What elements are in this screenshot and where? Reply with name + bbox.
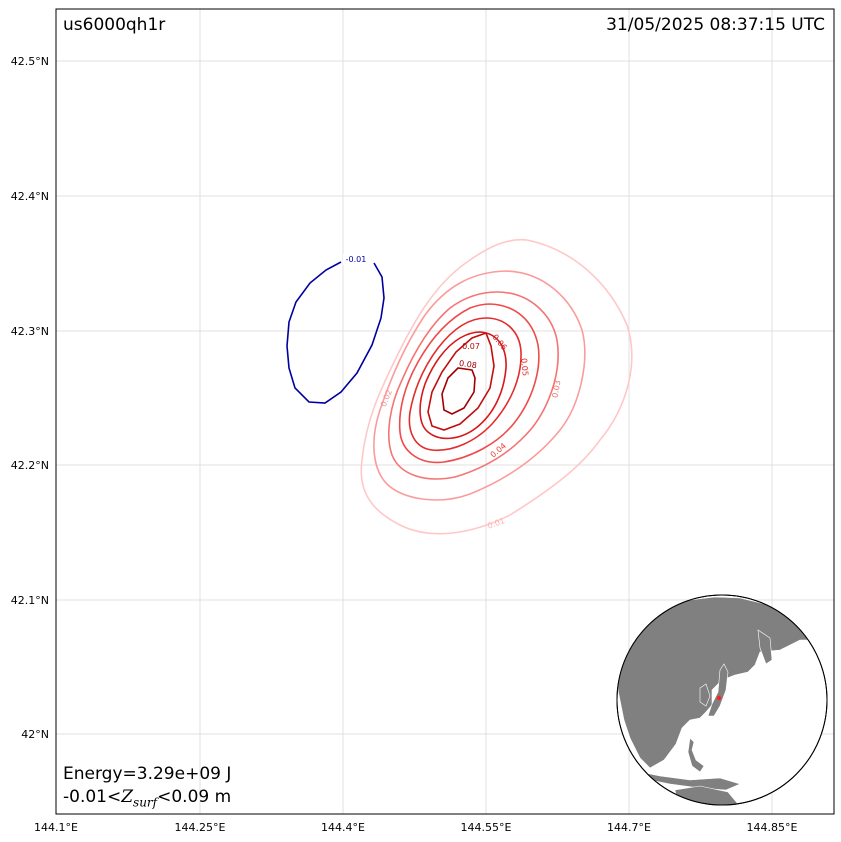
range-subscript: surf	[133, 795, 158, 810]
contour-label-neg-001: -0.01	[346, 255, 367, 264]
contour-label-005: 0.05	[519, 358, 530, 377]
globe-inset	[616, 594, 828, 806]
contour-007	[427, 332, 495, 431]
contour-label-008: 0.08	[458, 359, 477, 370]
contour-006	[419, 331, 507, 440]
range-suffix: <0.09 m	[157, 787, 232, 807]
plot-frame	[55, 8, 835, 815]
range-variable: Z	[121, 787, 134, 807]
lon-tick-3: 144.4°E	[321, 821, 365, 834]
contour-001	[360, 238, 633, 535]
kamchatka	[757, 629, 773, 665]
event-id: us6000qh1r	[63, 15, 166, 35]
contour-003	[388, 291, 559, 480]
lon-tick-6: 144.85°E	[747, 821, 798, 834]
contour-004	[398, 303, 540, 464]
lat-tick-2: 42.4°N	[11, 190, 49, 203]
japan-islands	[707, 663, 729, 717]
lon-tick-4: 144.55°E	[461, 821, 512, 834]
energy-readout: Energy=3.29e+09 J	[63, 764, 232, 784]
epicenter-marker	[716, 695, 722, 701]
lon-tick-2: 144.25°E	[175, 821, 226, 834]
lat-tick-3: 42.3°N	[11, 325, 49, 338]
lat-tick-6: 42°N	[21, 728, 49, 741]
lon-tick-5: 144.7°E	[607, 821, 651, 834]
contour-005	[408, 317, 522, 452]
contour-002	[373, 270, 586, 501]
event-timestamp: 31/05/2025 08:37:15 UTC	[606, 15, 825, 35]
lat-tick-4: 42.2°N	[11, 459, 49, 472]
indonesia	[639, 771, 741, 791]
contour-label-003: 0.03	[551, 380, 563, 399]
contour-008	[441, 367, 476, 415]
taiwan-philippines	[687, 737, 705, 773]
lat-tick-1: 42.5°N	[11, 55, 49, 68]
contour-neg-001	[286, 261, 385, 404]
lat-tick-5: 42.1°N	[11, 594, 49, 607]
korea-peninsula	[699, 683, 711, 707]
lon-tick-1: 144.1°E	[34, 821, 78, 834]
contour-label-007: 0.07	[462, 342, 480, 351]
displacement-range: -0.01<Zsurf<0.09 m	[63, 787, 231, 809]
range-prefix: -0.01<	[63, 787, 122, 807]
